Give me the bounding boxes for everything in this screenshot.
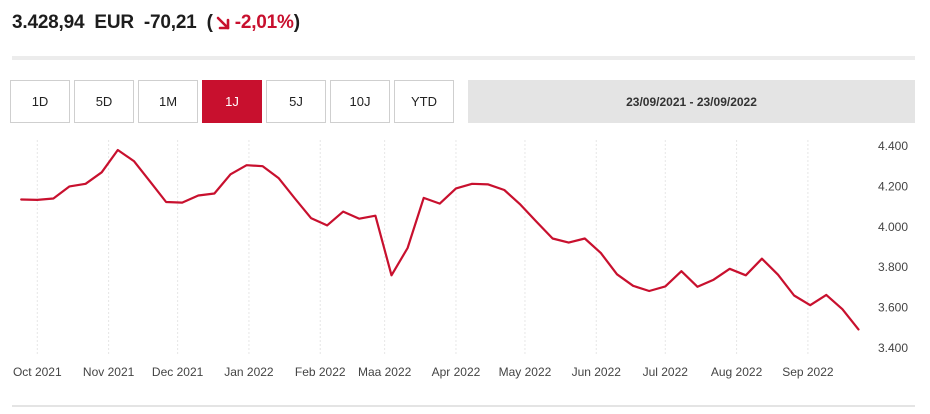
x-tick-label: Oct 2021 — [13, 365, 62, 379]
range-button-5j[interactable]: 5J — [266, 80, 326, 123]
x-tick-label: Jul 2022 — [643, 365, 689, 379]
y-tick-label: 4.200 — [878, 179, 908, 193]
chart-grid — [36, 140, 809, 354]
data-point[interactable] — [228, 171, 234, 177]
data-point[interactable] — [292, 196, 298, 202]
quote-change-percent: -2,01% — [234, 12, 294, 33]
data-point[interactable] — [662, 283, 668, 289]
x-tick-label: Jun 2022 — [572, 365, 622, 379]
data-point[interactable] — [276, 175, 282, 181]
data-point[interactable] — [308, 215, 314, 221]
data-point[interactable] — [437, 201, 443, 207]
data-point[interactable] — [823, 292, 829, 298]
data-point[interactable] — [566, 240, 572, 246]
data-point[interactable] — [211, 190, 217, 196]
y-tick-label: 3.800 — [878, 260, 908, 274]
data-point[interactable] — [67, 183, 73, 189]
y-axis-ticks: 3.400 3.600 3.800 4.000 4.200 4.400 — [878, 139, 908, 355]
y-tick-label: 4.000 — [878, 220, 908, 234]
data-point[interactable] — [421, 195, 427, 201]
data-point[interactable] — [517, 202, 523, 208]
x-tick-label: Sep 2022 — [782, 365, 834, 379]
data-point[interactable] — [759, 256, 765, 262]
data-point[interactable] — [324, 222, 330, 228]
range-button-5d[interactable]: 5D — [74, 80, 134, 123]
arrow-down-right-icon — [216, 16, 230, 30]
x-tick-label: Jan 2022 — [224, 365, 274, 379]
x-axis-ticks: Oct 2021 Nov 2021 Dec 2021 Jan 2022 Feb 2022… — [13, 365, 834, 379]
data-point[interactable] — [163, 199, 169, 205]
data-point[interactable] — [855, 326, 861, 332]
data-point[interactable] — [244, 162, 250, 168]
data-point[interactable] — [533, 219, 539, 225]
quote-change: -70,21 — [143, 12, 197, 33]
data-point[interactable] — [501, 187, 507, 193]
x-tick-label: Nov 2021 — [83, 365, 135, 379]
data-point[interactable] — [485, 181, 491, 187]
data-point[interactable] — [469, 181, 475, 187]
price-line-chart: 3.400 3.600 3.800 4.000 4.200 4.400 Oct 2021 N… — [12, 139, 915, 407]
data-point[interactable] — [630, 283, 636, 289]
range-button-1m[interactable]: 1M — [138, 80, 198, 123]
data-point[interactable] — [389, 272, 395, 278]
data-point[interactable] — [694, 284, 700, 290]
data-point[interactable] — [775, 272, 781, 278]
close-paren: ) — [293, 12, 300, 33]
data-point[interactable] — [260, 163, 266, 169]
data-point[interactable] — [453, 185, 459, 191]
data-point[interactable] — [550, 236, 556, 242]
series-line-0 — [20, 148, 860, 331]
data-point[interactable] — [18, 197, 24, 203]
data-point[interactable] — [147, 178, 153, 184]
quote-price: 3.428,94 — [12, 12, 85, 33]
data-point[interactable] — [83, 181, 89, 187]
data-point[interactable] — [743, 272, 749, 278]
data-point[interactable] — [50, 196, 56, 202]
data-point[interactable] — [727, 266, 733, 272]
data-point[interactable] — [179, 200, 185, 206]
y-tick-label: 4.400 — [878, 139, 908, 153]
x-tick-label: Maa 2022 — [358, 365, 412, 379]
x-tick-label: Feb 2022 — [295, 365, 346, 379]
data-point[interactable] — [195, 192, 201, 198]
data-point[interactable] — [405, 245, 411, 251]
data-point[interactable] — [356, 216, 362, 222]
x-tick-label: Aug 2022 — [711, 365, 763, 379]
open-paren: ( — [206, 12, 213, 33]
data-point[interactable] — [99, 169, 105, 175]
header-divider — [12, 56, 915, 60]
range-button-1d[interactable]: 1D — [10, 80, 70, 123]
x-tick-label: May 2022 — [499, 365, 552, 379]
y-tick-label: 3.600 — [878, 301, 908, 315]
quote-header: 3.428,94 EUR -70,21 ( -2,01% ) — [12, 10, 300, 36]
data-point[interactable] — [598, 250, 604, 256]
data-point[interactable] — [340, 209, 346, 215]
quote-currency: EUR — [94, 12, 134, 33]
data-point[interactable] — [646, 288, 652, 294]
data-point[interactable] — [711, 277, 717, 283]
data-point[interactable] — [678, 268, 684, 274]
data-point[interactable] — [115, 147, 121, 153]
x-tick-label: Apr 2022 — [432, 365, 481, 379]
data-point[interactable] — [372, 213, 378, 219]
range-button-10j[interactable]: 10J — [330, 80, 390, 123]
range-button-1j[interactable]: 1J — [202, 80, 262, 123]
data-point[interactable] — [614, 271, 620, 277]
data-point[interactable] — [582, 236, 588, 242]
data-point[interactable] — [131, 158, 137, 164]
data-point[interactable] — [34, 197, 40, 203]
date-range-display[interactable]: 23/09/2021 - 23/09/2022 — [468, 80, 915, 123]
data-point[interactable] — [791, 292, 797, 298]
x-tick-label: Dec 2021 — [152, 365, 204, 379]
data-point[interactable] — [839, 306, 845, 312]
y-tick-label: 3.400 — [878, 341, 908, 355]
series-layer — [18, 147, 861, 332]
range-button-ytd[interactable]: YTD — [394, 80, 454, 123]
data-point[interactable] — [807, 302, 813, 308]
